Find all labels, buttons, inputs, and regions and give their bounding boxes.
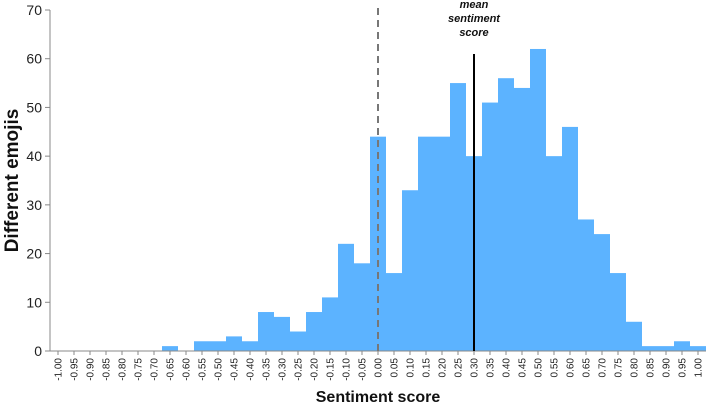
bar-1.00 <box>690 346 706 351</box>
bar-0.05 <box>386 273 402 351</box>
x-tick-label: 0.20 <box>438 358 449 378</box>
bar-0.20 <box>434 136 450 351</box>
x-tick-label: 0.00 <box>374 358 385 378</box>
x-tick-label: 0.90 <box>662 358 673 378</box>
bar--0.20 <box>306 312 322 351</box>
bar-0.65 <box>578 219 594 351</box>
y-axis-title: Different emojis <box>2 109 23 253</box>
x-tick-label: -0.20 <box>310 358 321 381</box>
x-tick-label: 0.55 <box>550 358 561 378</box>
x-tick-label: 0.10 <box>406 358 417 378</box>
x-tick-label: -0.35 <box>262 358 273 381</box>
bars <box>162 48 706 351</box>
bar--0.10 <box>338 243 354 351</box>
x-tick-label: 0.15 <box>422 358 433 378</box>
bar--0.40 <box>242 341 258 351</box>
bar-0.35 <box>482 102 498 351</box>
x-tick-label: -0.65 <box>166 358 177 381</box>
x-tick-label: -0.10 <box>342 358 353 381</box>
x-tick-label: 0.50 <box>534 358 545 378</box>
bar-0.15 <box>418 136 434 351</box>
reference-lines: mean sentiment score <box>377 0 501 351</box>
y-tick-label: 20 <box>26 246 42 262</box>
bar--0.35 <box>258 312 274 351</box>
x-tick-label: -0.50 <box>214 358 225 381</box>
bar-0.90 <box>658 346 674 351</box>
bar--0.05 <box>354 263 370 351</box>
x-tick-label: -0.70 <box>150 358 161 381</box>
mean-annotation-line: sentiment <box>448 13 501 25</box>
y-tick-label: 30 <box>26 197 42 213</box>
x-tick-label: -0.40 <box>246 358 257 381</box>
bar-0.85 <box>642 346 658 351</box>
x-tick-label: 0.25 <box>454 358 465 378</box>
x-tick-label: -0.30 <box>278 358 289 381</box>
x-tick-label: 0.85 <box>646 358 657 378</box>
y-tick-label: 0 <box>34 343 42 359</box>
x-tick-label: 0.35 <box>486 358 497 378</box>
bar-0.40 <box>498 78 514 351</box>
x-axis-title: Sentiment score <box>316 389 441 406</box>
x-tick-label: -0.75 <box>134 358 145 381</box>
bar-0.55 <box>546 156 562 351</box>
bar--0.50 <box>210 341 226 351</box>
x-tick-label: -0.45 <box>230 358 241 381</box>
y-tick-labels: 0 10 20 30 40 50 60 70 <box>26 2 42 359</box>
x-tick-label: 0.95 <box>678 358 689 378</box>
bar-0.10 <box>402 190 418 351</box>
x-tick-label: 1.00 <box>694 358 705 378</box>
bar-0.60 <box>562 126 578 351</box>
x-tick-label: -0.55 <box>198 358 209 381</box>
bar--0.30 <box>274 316 290 351</box>
bar--0.25 <box>290 331 306 351</box>
x-tick-label: -0.90 <box>86 358 97 381</box>
bar-0.70 <box>594 234 610 351</box>
mean-annotation-line: score <box>459 27 488 39</box>
bar--0.45 <box>226 336 242 351</box>
bar-0.95 <box>674 341 690 351</box>
bar-0.75 <box>610 273 626 351</box>
bar-0.50 <box>530 48 546 351</box>
x-tick-label: -0.25 <box>294 358 305 381</box>
mean-annotation-line: mean <box>460 0 489 11</box>
y-tick-label: 70 <box>26 2 42 18</box>
x-tick-label: 0.75 <box>614 358 625 378</box>
x-tick-label: 0.45 <box>518 358 529 378</box>
x-tick-label: 0.65 <box>582 358 593 378</box>
x-tick-label: 0.30 <box>470 358 481 378</box>
x-tick-label: 0.80 <box>630 358 641 378</box>
y-tick-label: 50 <box>26 99 42 115</box>
bar-0.45 <box>514 87 530 351</box>
x-tick-label: -0.05 <box>358 358 369 381</box>
bar--0.15 <box>322 297 338 351</box>
x-tick-label: 0.40 <box>502 358 513 378</box>
y-tick-label: 40 <box>26 148 42 164</box>
y-tick-label: 60 <box>26 51 42 67</box>
x-tick-label: -0.80 <box>118 358 129 381</box>
x-tick-label: -0.60 <box>182 358 193 381</box>
x-tick-label: 0.70 <box>598 358 609 378</box>
bar-0.00 <box>370 136 386 351</box>
bar-0.25 <box>450 83 466 351</box>
bar-0.80 <box>626 321 642 351</box>
x-tick-label: 0.60 <box>566 358 577 378</box>
x-tick-label: 0.05 <box>390 358 401 378</box>
y-tick-label: 10 <box>26 294 42 310</box>
x-tick-label: -1.00 <box>54 358 65 381</box>
x-tick-label: -0.15 <box>326 358 337 381</box>
x-tick-label: -0.95 <box>70 358 81 381</box>
x-tick-label: -0.85 <box>102 358 113 381</box>
bar--0.55 <box>194 341 210 351</box>
bar--0.65 <box>162 346 178 351</box>
x-tick-labels: -1.00 -0.95 -0.90 -0.85 -0.80 -0.75 -0.70 -0.65… <box>54 358 705 381</box>
